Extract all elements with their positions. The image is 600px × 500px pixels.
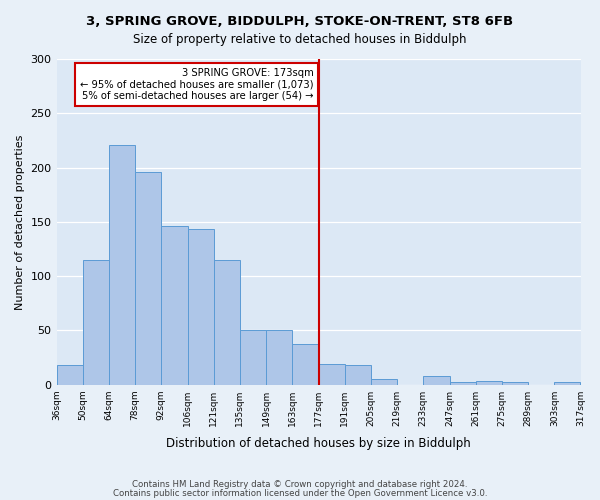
Bar	[240, 330, 266, 384]
Bar	[83, 260, 109, 384]
Bar	[476, 382, 502, 384]
Text: Size of property relative to detached houses in Biddulph: Size of property relative to detached ho…	[133, 32, 467, 46]
Bar	[319, 364, 345, 384]
Bar	[502, 382, 528, 384]
Bar	[449, 382, 476, 384]
Text: 3 SPRING GROVE: 173sqm
← 95% of detached houses are smaller (1,073)
5% of semi-d: 3 SPRING GROVE: 173sqm ← 95% of detached…	[80, 68, 313, 101]
Bar	[56, 365, 83, 384]
Bar	[135, 172, 161, 384]
Bar	[424, 376, 449, 384]
Bar	[345, 365, 371, 384]
Bar	[109, 145, 135, 384]
Bar	[161, 226, 188, 384]
Text: Contains HM Land Registry data © Crown copyright and database right 2024.: Contains HM Land Registry data © Crown c…	[132, 480, 468, 489]
Bar	[266, 330, 292, 384]
Bar	[188, 230, 214, 384]
Text: 3, SPRING GROVE, BIDDULPH, STOKE-ON-TRENT, ST8 6FB: 3, SPRING GROVE, BIDDULPH, STOKE-ON-TREN…	[86, 15, 514, 28]
Bar	[214, 260, 240, 384]
Text: Contains public sector information licensed under the Open Government Licence v3: Contains public sector information licen…	[113, 489, 487, 498]
Y-axis label: Number of detached properties: Number of detached properties	[15, 134, 25, 310]
Bar	[292, 344, 319, 385]
Bar	[371, 379, 397, 384]
Bar	[554, 382, 580, 384]
X-axis label: Distribution of detached houses by size in Biddulph: Distribution of detached houses by size …	[166, 437, 471, 450]
